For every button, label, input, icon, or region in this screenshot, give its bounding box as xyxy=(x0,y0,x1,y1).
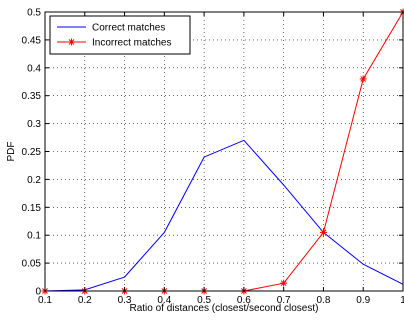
y-tick-label: 0.5 xyxy=(27,8,41,19)
y-tick-label: 0.3 xyxy=(27,119,41,130)
legend-label: Incorrect matches xyxy=(92,38,171,49)
y-tick-label: 0.15 xyxy=(22,203,42,214)
x-tick-label: 0.2 xyxy=(78,295,92,306)
legend-marker xyxy=(68,38,75,46)
x-tick-label: 0.3 xyxy=(118,295,132,306)
y-tick-label: 0.25 xyxy=(22,147,42,158)
data-point-marker xyxy=(359,75,367,83)
x-tick-label: 0.5 xyxy=(197,295,211,306)
legend-entry: Incorrect matches xyxy=(57,38,171,49)
plot-background xyxy=(45,12,403,291)
series-line xyxy=(44,139,404,292)
data-point-marker xyxy=(319,228,327,236)
y-tick-label: 0.1 xyxy=(27,231,41,242)
y-tick-label: 0.2 xyxy=(27,175,41,186)
x-tick-labels: 0.1 0.2 0.3 0.4 0.5 0.6 0.7 0.8 0.9 1 xyxy=(38,295,404,306)
data-point-marker xyxy=(280,279,288,287)
x-tick-label: 0.9 xyxy=(356,295,370,306)
x-tick-label: 0.7 xyxy=(277,295,291,306)
y-tick-label: 0 xyxy=(35,287,41,298)
legend-entry: Correct matches xyxy=(57,23,165,34)
y-tick-label: 0.05 xyxy=(22,259,42,270)
y-axis-label: PDF xyxy=(6,142,17,162)
x-axis-label: Ratio of distances (closest/second close… xyxy=(130,303,319,314)
legend-box xyxy=(49,15,191,55)
legend: Correct matches Incorrect matches xyxy=(49,15,191,55)
x-tick-label: 0.4 xyxy=(157,295,171,306)
series-correct-matches xyxy=(44,139,404,292)
x-tick-label: 0.6 xyxy=(237,295,251,306)
grid xyxy=(45,12,403,291)
y-tick-label: 0.4 xyxy=(27,63,41,74)
y-tick-labels: 0 0.05 0.1 0.15 0.2 0.25 0.3 0.35 0.4 0.45 0.5 xyxy=(22,8,42,298)
x-tick-label: 0.1 xyxy=(38,295,52,306)
ticks xyxy=(44,11,404,292)
x-tick-label: 1 xyxy=(400,295,404,306)
y-tick-label: 0.35 xyxy=(22,91,42,102)
legend-label: Correct matches xyxy=(92,23,165,34)
x-tick-label: 0.8 xyxy=(316,295,330,306)
y-tick-label: 0.45 xyxy=(22,35,42,46)
